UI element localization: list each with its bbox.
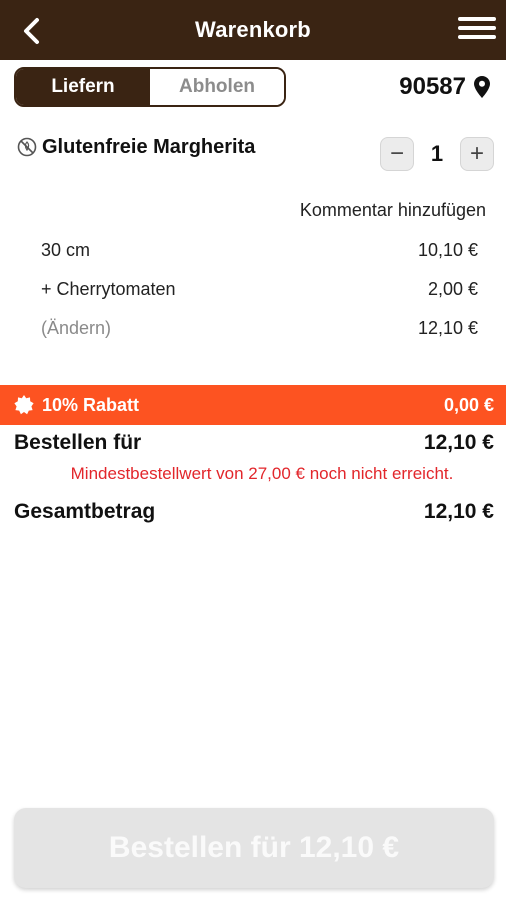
discount-label: 10% Rabatt (42, 394, 140, 415)
item-name: Glutenfreie Margherita (42, 135, 256, 158)
total-row: Gesamtbetrag 12,10 € (14, 497, 494, 527)
line-label: + Cherrytomaten (41, 278, 176, 299)
item-line-topping: + Cherrytomaten 2,00 € (41, 276, 478, 302)
order-for-label: Bestellen für (14, 431, 142, 454)
add-comment-link[interactable]: Kommentar hinzufügen (299, 200, 486, 220)
minimum-order-warning: Mindestbestellwert von 27,00 € noch nich… (70, 464, 454, 483)
line-price: 2,00 € (427, 278, 478, 299)
increment-button[interactable]: + (460, 137, 494, 171)
quantity-value: 1 (430, 141, 444, 166)
line-price: 12,10 € (417, 317, 478, 338)
quantity-stepper: − 1 + (380, 137, 494, 171)
discount-bar: 10% Rabatt 0,00 € (0, 385, 506, 425)
total-label: Gesamtbetrag (14, 500, 156, 523)
page-title: Warenkorb (195, 17, 311, 42)
cart-item-header: Glutenfreie Margherita (16, 132, 255, 162)
delivery-location[interactable]: 90587 (399, 70, 490, 104)
hamburger-menu-icon-bar (458, 26, 496, 30)
order-for-value: 12,10 € (423, 431, 494, 454)
toggle-option-liefern[interactable]: Liefern (16, 69, 150, 105)
decrement-button[interactable]: − (380, 137, 414, 171)
hamburger-menu-icon (458, 17, 496, 21)
order-for-row: Bestellen für 12,10 € (14, 428, 494, 458)
item-line-size: 30 cm 10,10 € (41, 237, 478, 263)
top-bar: Warenkorb (0, 0, 506, 60)
edit-item-link[interactable]: (Ändern) (41, 317, 112, 338)
hamburger-menu-icon-bar (458, 35, 496, 39)
toggle-option-abholen[interactable]: Abholen (150, 69, 284, 105)
total-value: 12,10 € (423, 500, 494, 523)
line-label: 30 cm (41, 239, 91, 260)
discount-label-group: 10% Rabatt (14, 395, 139, 416)
location-pin-icon (474, 76, 490, 98)
line-price: 10,10 € (417, 239, 478, 260)
discount-value: 0,00 € (443, 394, 494, 415)
back-button[interactable] (14, 14, 48, 48)
order-button[interactable]: Bestellen für 12,10 € (14, 808, 494, 888)
menu-button[interactable] (458, 14, 496, 46)
delivery-mode-toggle: Liefern Abholen (14, 67, 286, 107)
discount-badge-icon (14, 395, 34, 415)
item-line-edit: (Ändern) 12,10 € (41, 315, 478, 341)
gluten-free-icon (17, 137, 37, 157)
chevron-left-icon (24, 18, 39, 44)
zip-code: 90587 (399, 73, 466, 100)
